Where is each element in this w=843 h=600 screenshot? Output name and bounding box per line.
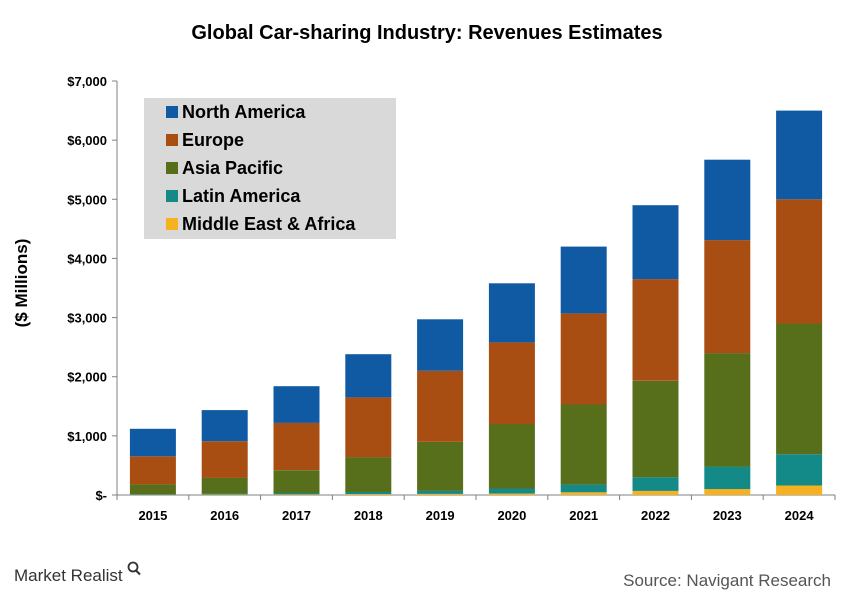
x-tick-label: 2018	[354, 508, 383, 523]
bar-segment	[488, 342, 535, 424]
bar-segment	[129, 428, 176, 457]
y-tick-label: $6,000	[67, 133, 107, 148]
bar-segment	[345, 492, 392, 495]
bar-segment	[273, 386, 320, 423]
bar-segment	[345, 397, 392, 458]
bar-segment	[632, 477, 679, 491]
bar-segment	[560, 313, 607, 405]
legend-swatch	[166, 218, 178, 230]
bar-segment	[201, 493, 248, 495]
x-tick-label: 2017	[282, 508, 311, 523]
bar-segment	[776, 323, 823, 455]
x-tick-label: 2024	[785, 508, 815, 523]
bar-segment	[417, 441, 464, 491]
y-tick-label: $-	[95, 488, 107, 503]
bar-segment	[129, 456, 176, 485]
legend-swatch	[166, 190, 178, 202]
bar-segment	[417, 490, 464, 494]
bar-segment	[560, 246, 607, 314]
bar-segment	[201, 441, 248, 478]
x-tick-label: 2021	[569, 508, 598, 523]
bar-segment	[776, 199, 823, 324]
y-tick-label: $1,000	[67, 429, 107, 444]
bar-segment	[632, 490, 679, 495]
bar-segment	[632, 279, 679, 381]
bar-segment	[417, 319, 464, 371]
bar-segment	[560, 484, 607, 493]
bar-segment	[417, 370, 464, 442]
bar-segment	[632, 205, 679, 280]
bar-segment	[201, 410, 248, 442]
bar-segment	[129, 494, 176, 495]
x-tick-label: 2023	[713, 508, 742, 523]
x-tick-label: 2015	[138, 508, 167, 523]
chart-title: Global Car-sharing Industry: Revenues Es…	[191, 22, 662, 44]
legend-box	[144, 98, 396, 239]
bar-segment	[488, 283, 535, 343]
legend-label: North America	[182, 102, 306, 122]
source-note: Source: Navigant Research	[623, 571, 831, 590]
x-tick-label: 2016	[210, 508, 239, 523]
legend-label: Middle East & Africa	[182, 214, 356, 234]
brand-name: Market Realist	[14, 566, 123, 585]
legend: North America Europe Asia Pacific Latin Ame…	[144, 98, 396, 239]
bar-segment	[345, 457, 392, 492]
bar-segment	[704, 159, 751, 241]
bar-segment	[345, 354, 392, 398]
legend-label: Europe	[182, 130, 244, 150]
bar-segment	[417, 493, 464, 495]
magnifier-icon	[127, 561, 141, 576]
y-tick-label: $4,000	[67, 251, 107, 266]
bar-segment	[632, 380, 679, 478]
bar-segment	[704, 489, 751, 495]
bar-segment	[776, 485, 823, 495]
y-tick-label: $2,000	[67, 370, 107, 385]
legend-swatch	[166, 106, 178, 118]
bar-segment	[560, 492, 607, 495]
bar-segment	[704, 240, 751, 354]
x-tick-label: 2019	[426, 508, 455, 523]
legend-label: Asia Pacific	[182, 158, 283, 178]
bar-segment	[273, 494, 320, 495]
brand-logo: Market Realist	[14, 561, 141, 585]
y-axis-label: ($ Millions)	[12, 239, 31, 328]
bar-segment	[273, 492, 320, 495]
bar-segment	[345, 494, 392, 495]
bar-segment	[488, 424, 535, 489]
bar-segment	[201, 494, 248, 495]
bar-segment	[129, 484, 176, 495]
y-tick-label: $7,000	[67, 74, 107, 89]
bar-segment	[488, 493, 535, 495]
bar-segment	[704, 466, 751, 490]
bar-segment	[273, 470, 320, 493]
bar-segment	[488, 488, 535, 494]
y-tick-label: $5,000	[67, 192, 107, 207]
bar-segment	[560, 404, 607, 485]
bar-segment	[776, 110, 823, 200]
bar-segment	[776, 454, 823, 486]
x-tick-label: 2020	[497, 508, 526, 523]
bar-segment	[273, 422, 320, 471]
y-tick-label: $3,000	[67, 311, 107, 326]
bar-segment	[704, 353, 751, 467]
legend-swatch	[166, 162, 178, 174]
legend-swatch	[166, 134, 178, 146]
legend-label: Latin America	[182, 186, 301, 206]
x-tick-label: 2022	[641, 508, 670, 523]
bar-segment	[201, 477, 248, 494]
plot-area: $- $1,000 $2,000 $3,000 $4,000 $5,000 $6,000 $7…	[67, 74, 836, 523]
